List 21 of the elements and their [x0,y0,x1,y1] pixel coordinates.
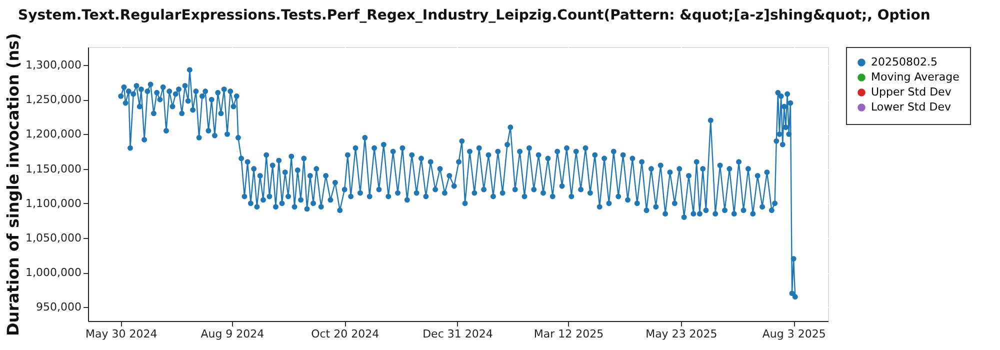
x-tick-label: Aug 9 2024 [200,328,264,340]
x-tick-label: Aug 3 2025 [762,328,826,340]
x-tick-label: May 30 2024 [85,328,158,340]
y-tick-label: 1,050,000 [26,231,82,244]
x-tick-label: Dec 31 2024 [422,328,493,340]
chart-title: System.Text.RegularExpressions.Tests.Perf_Regex_Industry_Leipzig.Count(Pattern: &quot;[a-z]shing&quot;, Option [18,8,930,24]
y-tick-label: 950,000 [36,300,82,314]
legend-label: 20250802.5 [871,56,938,68]
y-tick-label: 1,150,000 [26,162,82,176]
legend-label: Upper Std Dev [871,86,952,98]
y-tick-label: 1,300,000 [26,58,82,72]
legend-label: Lower Std Dev [871,100,952,114]
x-tick-label: Mar 12 2025 [534,328,604,340]
y-tick-label: 1,250,000 [26,93,82,106]
x-tick-label: May 23 2025 [646,328,718,340]
y-tick-label: 1,200,000 [26,128,82,141]
x-tick-label: Oct 20 2024 [311,328,380,340]
y-axis-title: Duration of single invocation (ns) [4,33,23,336]
legend-label: Moving Average [871,70,960,84]
y-tick-label: 1,100,000 [26,196,82,210]
y-tick-label: 1,000,000 [26,266,82,280]
